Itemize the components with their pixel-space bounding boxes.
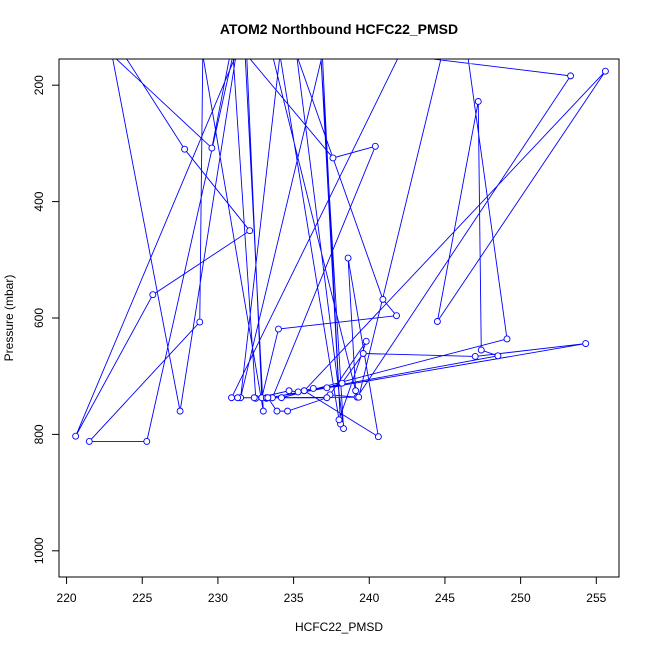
data-point: [72, 432, 80, 440]
x-tick-label: 225: [132, 591, 152, 605]
axes: 220 225 230 235 240 245 250 255 200 400 600 800 1000: [32, 75, 607, 605]
data-point: [285, 387, 293, 395]
data-point: [300, 387, 308, 395]
data-point: [275, 325, 282, 333]
chart-title: ATOM2 Northbound HCFC22_PMSD: [220, 21, 458, 37]
data-point: [393, 312, 400, 320]
data-point: [323, 394, 331, 402]
x-tick-label: 220: [57, 591, 77, 605]
y-tick-label: 800: [32, 424, 46, 444]
y-tick-label: 600: [32, 308, 46, 328]
data-point: [359, 350, 367, 357]
data-point: [335, 416, 343, 424]
y-tick-label: 1000: [32, 537, 46, 564]
data-point: [503, 335, 511, 343]
data-point: [323, 384, 331, 392]
x-tick-label: 245: [435, 591, 455, 605]
data-point: [477, 346, 485, 354]
data-point: [362, 337, 370, 345]
data-point: [379, 295, 387, 303]
x-tick-label: 230: [208, 591, 228, 605]
data-point: [582, 340, 590, 348]
data-point: [181, 145, 189, 153]
x-tick-label: 250: [511, 591, 531, 605]
data-point: [176, 407, 184, 415]
data-point: [208, 144, 216, 152]
data-point: [329, 154, 337, 162]
data-point: [264, 394, 272, 402]
data-point: [309, 384, 317, 392]
data-point: [371, 142, 379, 150]
data-point: [471, 352, 479, 360]
data-point: [278, 394, 285, 402]
data-point: [246, 227, 254, 235]
data-point: [474, 98, 482, 105]
data-point: [338, 379, 346, 387]
data-point: [352, 387, 360, 395]
y-axis-label: Pressure (mbar): [2, 275, 16, 362]
data-point: [273, 407, 281, 415]
data-point: [494, 352, 502, 360]
data-point: [355, 393, 363, 401]
plot-frame: [58, 58, 620, 578]
data-point: [228, 394, 235, 402]
data-point: [374, 433, 382, 441]
data-point: [601, 67, 609, 75]
data-point: [340, 425, 347, 433]
data-point: [85, 437, 93, 445]
data-point: [344, 254, 352, 262]
plot-area: [72, 59, 609, 445]
y-tick-label: 200: [32, 75, 46, 95]
data-point: [284, 407, 291, 415]
x-tick-label: 255: [586, 591, 606, 605]
data-point: [294, 388, 302, 396]
data-point: [259, 407, 267, 415]
y-tick-label: 400: [32, 191, 46, 211]
data-point: [196, 318, 204, 326]
data-point: [234, 394, 242, 402]
x-tick-label: 240: [359, 591, 379, 605]
data-point: [143, 437, 151, 445]
x-tick-label: 235: [284, 591, 304, 605]
x-axis-label: HCFC22_PMSD: [295, 620, 383, 634]
data-point: [250, 394, 258, 402]
data-point: [149, 291, 157, 299]
data-point: [433, 318, 441, 325]
data-point: [567, 72, 575, 80]
